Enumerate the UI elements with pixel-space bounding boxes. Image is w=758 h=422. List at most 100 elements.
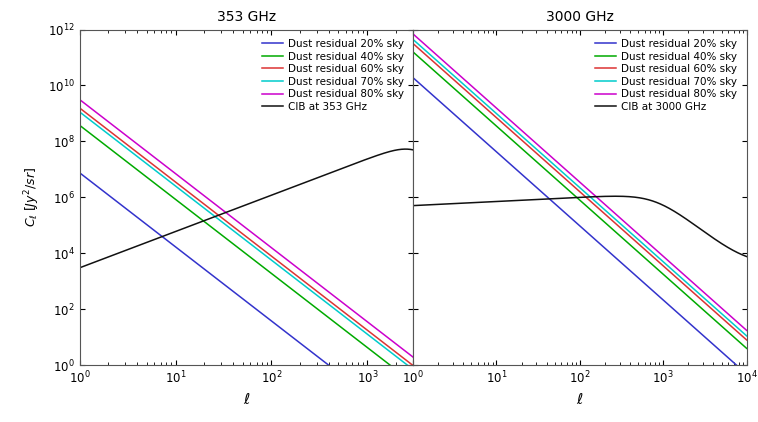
Dust residual 70% sky [742,333,751,338]
Line: Dust residual 40% sky: Dust residual 40% sky [413,52,747,349]
CIB at 353 GHz [326,170,335,175]
Dust residual 20% sky [271,322,280,327]
Dust residual 80% sky [226,214,235,219]
Dust residual 80% sky [161,163,170,168]
Dust residual 20% sky [468,128,477,133]
Line: Dust residual 80% sky: Dust residual 80% sky [80,100,413,357]
Dust residual 40% sky [659,273,669,278]
CIB at 3000 GHz [611,194,620,199]
Dust residual 70% sky [409,37,418,42]
Dust residual 70% sky [298,281,307,287]
Dust residual 80% sky [605,206,614,211]
Line: Dust residual 40% sky: Dust residual 40% sky [80,125,413,383]
Line: Dust residual 20% sky: Dust residual 20% sky [80,173,413,422]
Line: Dust residual 80% sky: Dust residual 80% sky [413,34,747,330]
Dust residual 60% sky [298,277,307,282]
Dust residual 60% sky [75,106,84,111]
Line: Dust residual 70% sky: Dust residual 70% sky [413,40,747,336]
CIB at 353 GHz [298,181,307,186]
CIB at 353 GHz [271,191,280,196]
CIB at 3000 GHz [742,254,751,259]
Dust residual 60% sky [409,41,418,46]
Dust residual 70% sky [605,212,614,217]
Dust residual 70% sky [631,235,641,240]
Dust residual 60% sky [226,222,235,227]
Dust residual 20% sky [75,170,84,175]
Dust residual 20% sky [298,342,307,347]
Dust residual 20% sky [631,273,641,278]
Dust residual 80% sky [559,165,568,170]
Title: 353 GHz: 353 GHz [217,10,276,24]
Dust residual 60% sky [605,216,614,221]
CIB at 353 GHz [161,233,170,238]
Dust residual 60% sky [659,264,669,269]
Line: Dust residual 70% sky: Dust residual 70% sky [80,112,413,370]
Dust residual 70% sky [326,303,335,308]
Dust residual 20% sky [742,372,751,377]
Dust residual 70% sky [134,155,143,160]
Dust residual 80% sky [326,291,335,296]
X-axis label: $\ell$: $\ell$ [243,392,250,407]
Dust residual 60% sky [271,257,280,262]
X-axis label: $\ell$: $\ell$ [576,392,584,407]
Dust residual 40% sky [75,123,84,128]
Dust residual 20% sky [494,151,503,157]
Dust residual 40% sky [631,247,641,252]
Dust residual 60% sky [559,175,568,180]
Dust residual 70% sky [161,176,170,181]
Dust residual 40% sky [742,346,751,351]
Dust residual 20% sky [605,250,614,255]
Dust residual 80% sky [75,97,84,102]
Dust residual 60% sky [409,363,418,368]
Dust residual 70% sky [494,113,503,118]
Dust residual 40% sky [298,295,307,300]
CIB at 3000 GHz [468,200,477,205]
Y-axis label: $C_\ell\;[Jy^2/sr]$: $C_\ell\;[Jy^2/sr]$ [23,167,42,227]
Dust residual 80% sky [742,328,751,333]
Dust residual 70% sky [271,261,280,266]
Line: CIB at 353 GHz: CIB at 353 GHz [80,149,413,268]
CIB at 3000 GHz [409,203,418,208]
Dust residual 40% sky [409,380,418,385]
Dust residual 40% sky [134,168,143,173]
Dust residual 70% sky [659,260,669,265]
Dust residual 60% sky [494,117,503,122]
Dust residual 70% sky [75,109,84,114]
Dust residual 70% sky [559,171,568,176]
Dust residual 20% sky [161,236,170,241]
Dust residual 20% sky [659,298,669,303]
Dust residual 80% sky [468,84,477,89]
Dust residual 40% sky [605,224,614,229]
CIB at 353 GHz [134,243,143,248]
Dust residual 80% sky [409,354,418,360]
Dust residual 20% sky [134,216,143,221]
Dust residual 80% sky [659,254,669,260]
CIB at 3000 GHz [559,195,568,200]
Dust residual 60% sky [161,172,170,177]
Dust residual 40% sky [271,275,280,280]
Dust residual 40% sky [226,239,235,244]
Title: 3000 GHz: 3000 GHz [546,10,614,24]
Dust residual 20% sky [409,75,418,80]
Dust residual 80% sky [631,230,641,235]
CIB at 3000 GHz [632,195,641,200]
Dust residual 70% sky [409,367,418,372]
Legend: Dust residual 20% sky, Dust residual 40% sky, Dust residual 60% sky, Dust residu: Dust residual 20% sky, Dust residual 40%… [258,35,408,116]
CIB at 353 GHz [75,265,84,271]
Dust residual 80% sky [134,143,143,148]
Line: Dust residual 20% sky: Dust residual 20% sky [413,78,747,374]
Dust residual 60% sky [631,239,641,244]
Dust residual 40% sky [326,316,335,322]
Dust residual 40% sky [559,184,568,189]
Dust residual 40% sky [161,189,170,194]
Legend: Dust residual 20% sky, Dust residual 40% sky, Dust residual 60% sky, Dust residu: Dust residual 20% sky, Dust residual 40%… [591,35,741,116]
Dust residual 80% sky [409,32,418,37]
Dust residual 20% sky [559,209,568,214]
Dust residual 60% sky [742,338,751,343]
Line: Dust residual 60% sky: Dust residual 60% sky [413,43,747,340]
Dust residual 20% sky [226,287,235,292]
CIB at 353 GHz [226,208,235,213]
CIB at 353 GHz [401,146,410,151]
Dust residual 40% sky [494,126,503,131]
Dust residual 80% sky [494,108,503,113]
